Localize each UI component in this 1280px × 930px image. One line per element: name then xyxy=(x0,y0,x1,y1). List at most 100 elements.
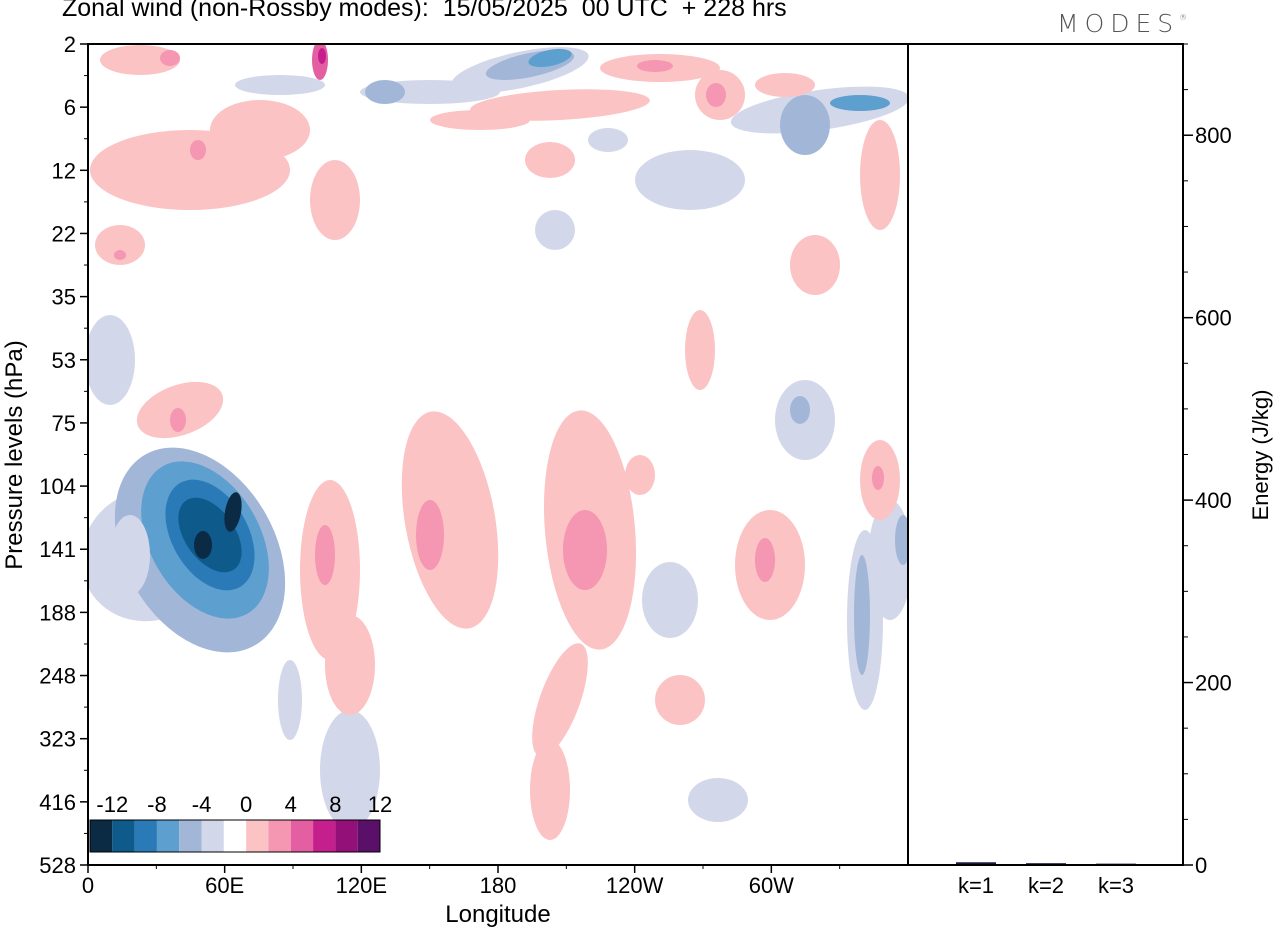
contour-region xyxy=(110,515,150,595)
x-tick-label: 60E xyxy=(205,873,244,898)
colorbar-swatch xyxy=(246,820,269,852)
contour-region xyxy=(100,45,180,75)
colorbar-label: 12 xyxy=(368,792,392,817)
contour-region xyxy=(532,643,588,757)
y-tick-label: 141 xyxy=(39,537,76,562)
contour-region xyxy=(563,510,607,590)
contour-region xyxy=(790,396,810,424)
y-tick-label: 6 xyxy=(64,95,76,120)
chart-title: Zonal wind (non-Rossby modes): 15/05/202… xyxy=(62,0,787,22)
colorbar-label: -4 xyxy=(192,792,212,817)
contour-region xyxy=(320,710,380,830)
contour-region xyxy=(235,75,325,95)
contour-region xyxy=(706,83,726,107)
y-tick-label: 2 xyxy=(64,32,76,57)
contour-region xyxy=(365,80,405,104)
colorbar-swatch xyxy=(268,820,291,852)
contour-region xyxy=(318,48,326,64)
contour-region xyxy=(190,140,206,160)
energy-tick-label: 200 xyxy=(1195,671,1232,696)
contour-region xyxy=(854,555,870,675)
contour-region xyxy=(160,50,180,66)
colorbar-swatch xyxy=(90,820,113,852)
y-tick-label: 416 xyxy=(39,790,76,815)
contour-region xyxy=(635,150,745,210)
x-tick-label: 120W xyxy=(606,873,664,898)
contour-region xyxy=(530,740,570,840)
energy-bars: k=1 k=2 k=3 xyxy=(956,862,1136,898)
modes-logo: MODES® xyxy=(1057,9,1188,38)
bar-category-label: k=1 xyxy=(958,873,994,898)
colorbar-label: 8 xyxy=(329,792,341,817)
contour-region xyxy=(95,225,145,265)
colorbar-swatch xyxy=(179,820,202,852)
contour-region xyxy=(780,95,830,155)
x-tick-label: 0 xyxy=(82,873,94,898)
contour-region xyxy=(755,538,775,582)
contour-region xyxy=(325,615,375,715)
contour-region xyxy=(430,110,530,130)
y-tick-label: 323 xyxy=(39,727,76,752)
contour-region xyxy=(315,525,335,585)
contour-region xyxy=(278,660,302,740)
colorbar-label: 0 xyxy=(240,792,252,817)
y-tick-label: 248 xyxy=(39,664,76,689)
energy-tick-label: 400 xyxy=(1195,488,1232,513)
contour-region xyxy=(194,531,212,559)
contour-region xyxy=(170,408,186,432)
y-tick-label: 12 xyxy=(52,158,76,183)
contour-region xyxy=(790,235,840,295)
colorbar-label: -12 xyxy=(96,792,128,817)
contour-region xyxy=(470,89,650,121)
y-tick-label: 75 xyxy=(52,411,76,436)
contour-region xyxy=(895,515,908,565)
colorbar-swatch xyxy=(357,820,380,852)
contour-region xyxy=(535,210,575,250)
x-tick-label: 180 xyxy=(480,873,517,898)
x-tick-label: 120E xyxy=(336,873,387,898)
contour-region xyxy=(88,315,135,405)
contour-region xyxy=(528,48,572,68)
y-tick-label: 22 xyxy=(52,221,76,246)
energy-axis-title: Energy (J/kg) xyxy=(1248,390,1273,521)
colorbar-swatch xyxy=(156,820,180,852)
y-tick-label: 35 xyxy=(52,285,76,310)
colorbar-swatch xyxy=(290,820,314,852)
y-tick-label: 53 xyxy=(52,348,76,373)
contour-region xyxy=(625,455,655,495)
bar-category-label: k=2 xyxy=(1028,873,1064,898)
energy-tick-label: 600 xyxy=(1195,306,1232,331)
contour-region xyxy=(310,160,360,240)
colorbar-swatch xyxy=(201,820,224,852)
colorbar-label: -8 xyxy=(147,792,167,817)
contour-region xyxy=(830,95,890,111)
contour-region xyxy=(401,411,499,629)
colorbar-swatch xyxy=(112,820,135,852)
contour-region xyxy=(655,675,705,725)
contour-region xyxy=(688,778,748,822)
contour-region xyxy=(637,60,673,72)
contour-region xyxy=(755,73,815,97)
colorbar-frame xyxy=(89,819,381,853)
contour-region xyxy=(416,500,444,570)
contour-region xyxy=(685,310,715,390)
contour-region xyxy=(860,120,900,230)
colorbar: -12 -8 -4 0 4 8 12 xyxy=(89,792,392,853)
y-axis-title: Pressure levels (hPa) xyxy=(1,340,28,569)
y-tick-label: 528 xyxy=(39,853,76,878)
colorbar-swatch xyxy=(223,820,247,852)
contour-region xyxy=(588,128,628,152)
logo-text: MODES xyxy=(1057,9,1180,38)
contour-region xyxy=(525,142,575,178)
contour-region xyxy=(224,492,242,532)
x-tick-label: 60W xyxy=(749,873,794,898)
colorbar-label: 4 xyxy=(285,792,297,817)
contour-region xyxy=(210,100,310,160)
energy-bar xyxy=(956,862,996,865)
contour-region xyxy=(872,466,884,490)
heatmap-field xyxy=(88,44,908,840)
bar-category-label: k=3 xyxy=(1098,873,1134,898)
y-tick-label: 104 xyxy=(39,474,76,499)
